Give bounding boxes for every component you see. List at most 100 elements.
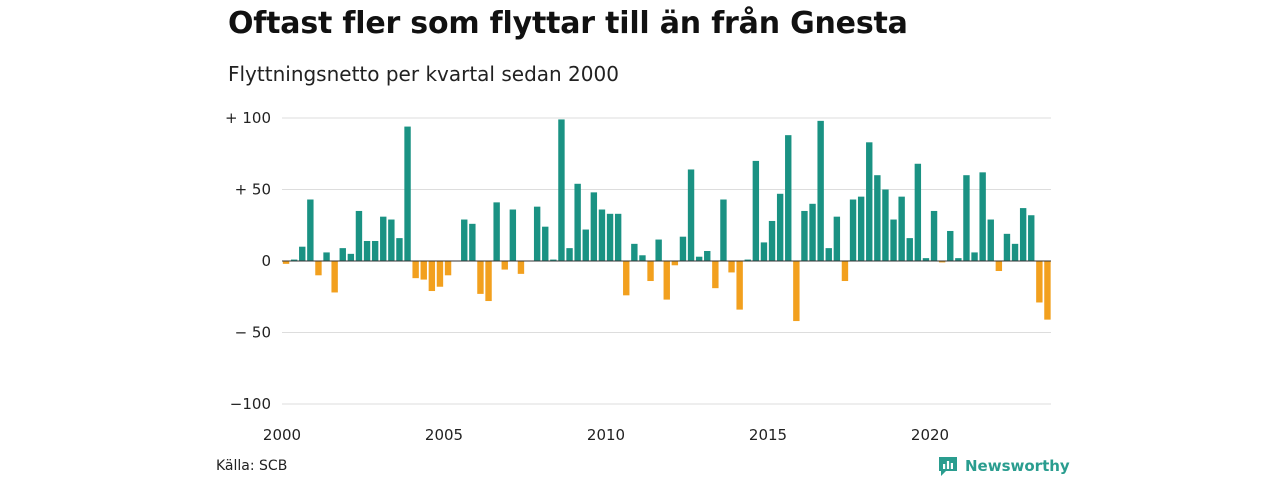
bar [339, 248, 346, 261]
x-tick-label: 2010 [587, 426, 625, 444]
bar [542, 226, 549, 261]
bar [404, 126, 411, 261]
bar [590, 192, 598, 261]
y-tick-label: 0 [261, 252, 271, 270]
bar [420, 261, 427, 280]
bar [809, 203, 816, 261]
y-tick-label: + 50 [235, 181, 271, 199]
bar [971, 252, 978, 261]
brand-name: Newsworthy [965, 457, 1070, 475]
bar [687, 169, 695, 261]
bar [712, 261, 719, 289]
source-label: Källa: SCB [216, 458, 288, 474]
bar [347, 253, 355, 261]
bar [979, 172, 986, 261]
bar [663, 261, 670, 300]
bar [631, 243, 638, 261]
bar [898, 196, 905, 261]
bar [509, 209, 517, 261]
bar [995, 261, 1003, 272]
bar [558, 119, 565, 262]
bar [647, 261, 654, 282]
bar [355, 210, 363, 261]
bar [380, 216, 387, 261]
bar [914, 163, 922, 261]
brand-logo: Newsworthy [937, 455, 1070, 477]
bar [695, 256, 703, 261]
bar [776, 193, 784, 261]
bar [655, 239, 662, 261]
bar [825, 248, 832, 261]
bar [323, 252, 330, 261]
bar [485, 261, 492, 302]
bar [922, 258, 930, 261]
bar [793, 261, 800, 322]
bar [801, 210, 808, 261]
y-tick-label: − 50 [235, 324, 271, 342]
bar [307, 199, 314, 261]
bar [1028, 215, 1035, 261]
bar [517, 261, 525, 274]
bar [444, 261, 452, 276]
bar [752, 160, 760, 261]
x-tick-label: 2005 [425, 426, 463, 444]
bar [1019, 208, 1027, 261]
bar [955, 258, 962, 261]
chart-subtitle: Flyttningsnetto per kvartal sedan 2000 [228, 62, 619, 86]
bar [501, 261, 508, 270]
bar [841, 261, 849, 282]
bar [930, 210, 938, 261]
bar [315, 261, 322, 276]
bar [388, 219, 395, 261]
y-tick-label: + 100 [225, 109, 271, 127]
bar [744, 259, 751, 261]
bar [550, 259, 557, 261]
bar [623, 261, 630, 296]
bar [566, 248, 573, 261]
bar [833, 216, 841, 261]
x-tick-label: 2020 [911, 426, 949, 444]
x-tick-label: 2000 [263, 426, 301, 444]
bar [938, 261, 946, 263]
bar [299, 246, 306, 261]
bar [760, 242, 768, 261]
bar [768, 220, 776, 261]
bar [963, 175, 970, 261]
bar [817, 120, 824, 261]
bar [606, 213, 614, 261]
bar [363, 240, 371, 261]
bar [785, 135, 792, 261]
newsworthy-logo-icon [939, 457, 957, 476]
bar [947, 230, 954, 261]
bar [371, 240, 379, 261]
x-tick-label: 2015 [749, 426, 787, 444]
bar [290, 259, 298, 261]
bar [282, 261, 290, 264]
bar [582, 229, 589, 261]
bar [906, 238, 913, 261]
bar [639, 255, 646, 261]
bar [882, 189, 889, 261]
bar [857, 196, 865, 261]
bar [987, 219, 994, 261]
bar [574, 183, 581, 261]
bar [890, 219, 897, 261]
bar [679, 236, 687, 261]
bar [493, 202, 500, 261]
bar [436, 261, 444, 287]
bar [396, 238, 403, 261]
bar [469, 223, 476, 261]
bar [598, 209, 606, 261]
bar [614, 213, 622, 261]
bar [866, 142, 873, 261]
bar [477, 261, 484, 294]
bar [1011, 243, 1019, 261]
bar [736, 261, 743, 310]
bar [461, 219, 468, 261]
bar [331, 261, 338, 293]
bar [849, 199, 857, 261]
bar [720, 199, 727, 261]
chart-title: Oftast fler som flyttar till än från Gne… [228, 6, 908, 41]
bar [1036, 261, 1043, 303]
